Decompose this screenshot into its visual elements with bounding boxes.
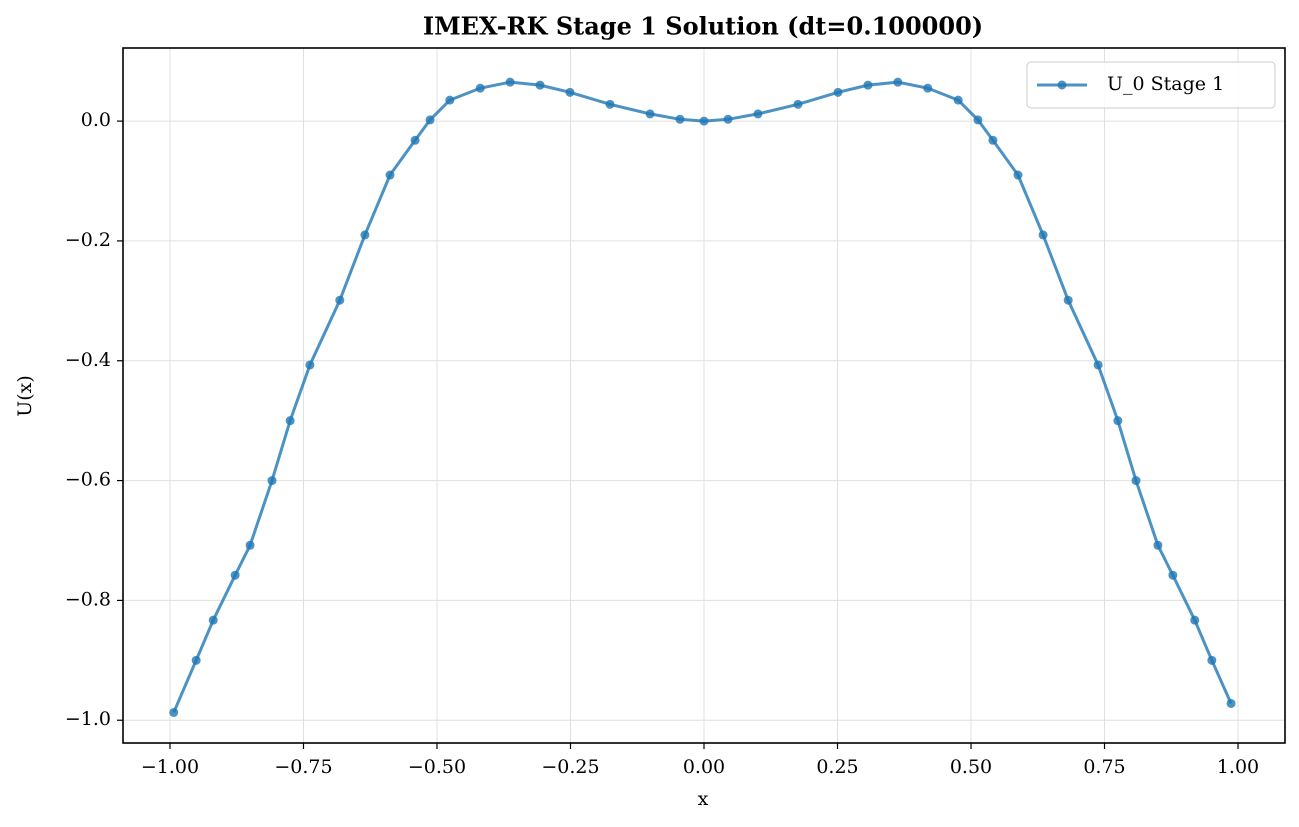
data-point: [605, 99, 615, 109]
y-tick-label: −0.4: [65, 349, 111, 371]
data-point: [385, 170, 395, 180]
x-tick-label: 0.75: [1083, 756, 1125, 778]
x-tick-label: −0.25: [541, 756, 599, 778]
data-point: [425, 115, 435, 125]
data-point: [505, 77, 515, 87]
data-point: [675, 114, 685, 124]
data-point: [1207, 655, 1217, 665]
y-tick-label: −0.8: [65, 588, 111, 610]
y-tick-label: 0.0: [81, 109, 111, 131]
data-point: [1190, 615, 1200, 625]
x-tick-label: 0.00: [683, 756, 725, 778]
data-point: [833, 87, 843, 97]
data-point: [1226, 698, 1236, 708]
data-point: [267, 476, 277, 486]
x-tick-label: 0.25: [816, 756, 858, 778]
legend-box: [1026, 61, 1276, 109]
data-point: [565, 87, 575, 97]
data-point: [1093, 360, 1103, 370]
x-tick-label: −0.75: [274, 756, 332, 778]
data-point: [1038, 230, 1048, 240]
data-point: [1013, 170, 1023, 180]
data-point: [699, 116, 709, 126]
data-point: [645, 109, 655, 119]
data-point: [445, 95, 455, 105]
data-point: [988, 135, 998, 145]
data-point: [475, 83, 485, 93]
data-point: [723, 114, 733, 124]
data-point: [335, 295, 345, 305]
x-tick-label: 0.50: [950, 756, 992, 778]
chart-title: IMEX-RK Stage 1 Solution (dt=0.100000): [423, 12, 983, 41]
data-point: [1131, 476, 1141, 486]
data-point: [410, 135, 420, 145]
data-point: [953, 95, 963, 105]
data-point: [1113, 416, 1123, 426]
data-point: [285, 416, 295, 426]
data-point: [305, 360, 315, 370]
data-point: [1063, 295, 1073, 305]
x-tick-label: 1.00: [1217, 756, 1259, 778]
data-point: [753, 109, 763, 119]
legend-label: U_0 Stage 1: [1107, 73, 1224, 95]
data-point: [208, 615, 218, 625]
y-tick-label: −1.0: [65, 708, 111, 730]
x-tick-label: −0.50: [408, 756, 466, 778]
y-tick-label: −0.6: [65, 469, 111, 491]
data-point: [923, 83, 933, 93]
data-point: [191, 655, 201, 665]
data-point: [893, 77, 903, 87]
data-point: [863, 80, 873, 90]
y-axis-label: U(x): [14, 375, 36, 417]
plot: [169, 77, 1236, 717]
legend-marker: [1057, 80, 1067, 90]
data-point: [245, 540, 255, 550]
x-tick-label: −1.00: [141, 756, 199, 778]
data-point: [1153, 540, 1163, 550]
x-axis-label: x: [698, 788, 709, 810]
data-point: [535, 80, 545, 90]
legend: U_0 Stage 1: [1026, 61, 1276, 109]
data-point: [793, 99, 803, 109]
y-tick-label: −0.2: [65, 229, 111, 251]
data-point: [169, 707, 179, 717]
data-point: [360, 230, 370, 240]
data-point: [230, 570, 240, 580]
data-point: [1168, 570, 1178, 580]
data-point: [973, 115, 983, 125]
